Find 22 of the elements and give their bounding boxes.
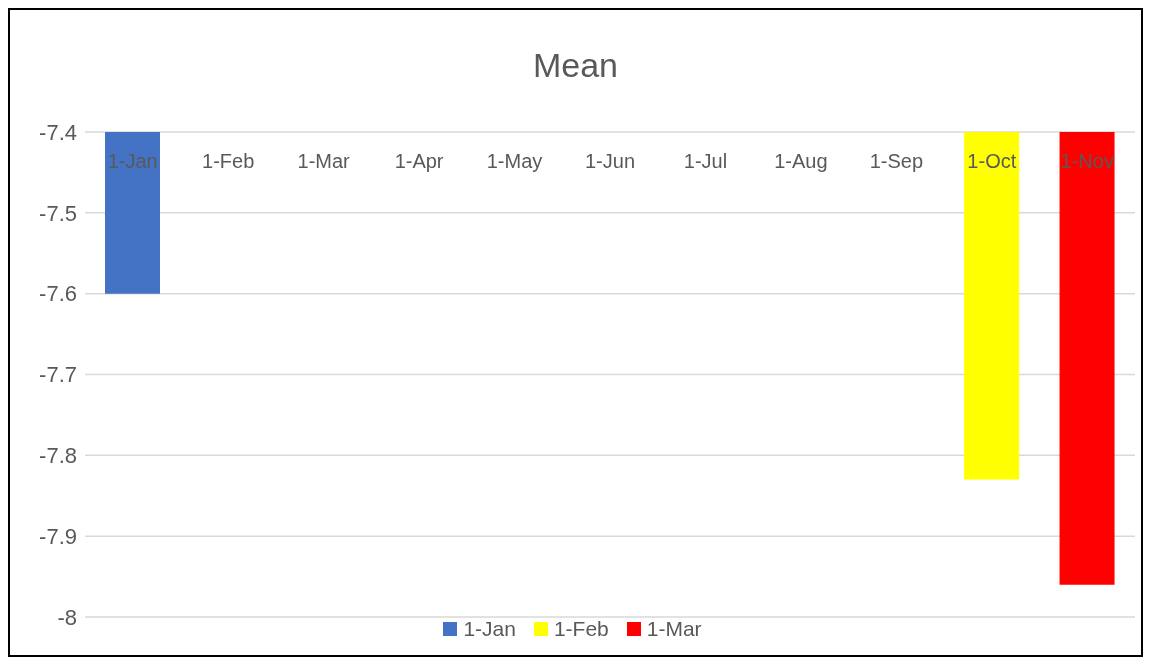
x-tick-label: 1-Apr xyxy=(394,150,444,172)
x-tick-label: 1-Mar xyxy=(297,150,351,172)
chart-title: Mean xyxy=(531,46,620,85)
x-tick-label: 1-Jan xyxy=(107,150,158,172)
y-tick-label: -7.8 xyxy=(39,443,77,469)
y-tick-label: -7.9 xyxy=(39,523,77,549)
x-tick-label: 1-May xyxy=(486,150,543,172)
y-tick-label: -7.7 xyxy=(39,362,77,388)
x-tick-label: 1-Sep xyxy=(869,150,924,172)
x-tick-label: 1-Oct xyxy=(967,150,1017,172)
y-tick-label: -7.6 xyxy=(39,281,77,307)
x-tick-label: 1-Aug xyxy=(774,150,828,172)
x-tick-label: 1-Feb xyxy=(202,150,255,172)
legend-label: 1-Feb xyxy=(553,617,609,641)
y-tick-label: -8 xyxy=(57,604,77,630)
legend-label: 1-Jan xyxy=(463,617,516,641)
y-tick-label: -7.4 xyxy=(39,119,77,145)
x-tick-label: 1-Jul xyxy=(683,150,728,172)
y-tick-label: -7.5 xyxy=(39,200,77,226)
legend-label: 1-Mar xyxy=(646,617,702,641)
x-tick-label: 1-Jun xyxy=(584,150,636,172)
x-tick-label: 1-Nov xyxy=(1060,150,1114,172)
